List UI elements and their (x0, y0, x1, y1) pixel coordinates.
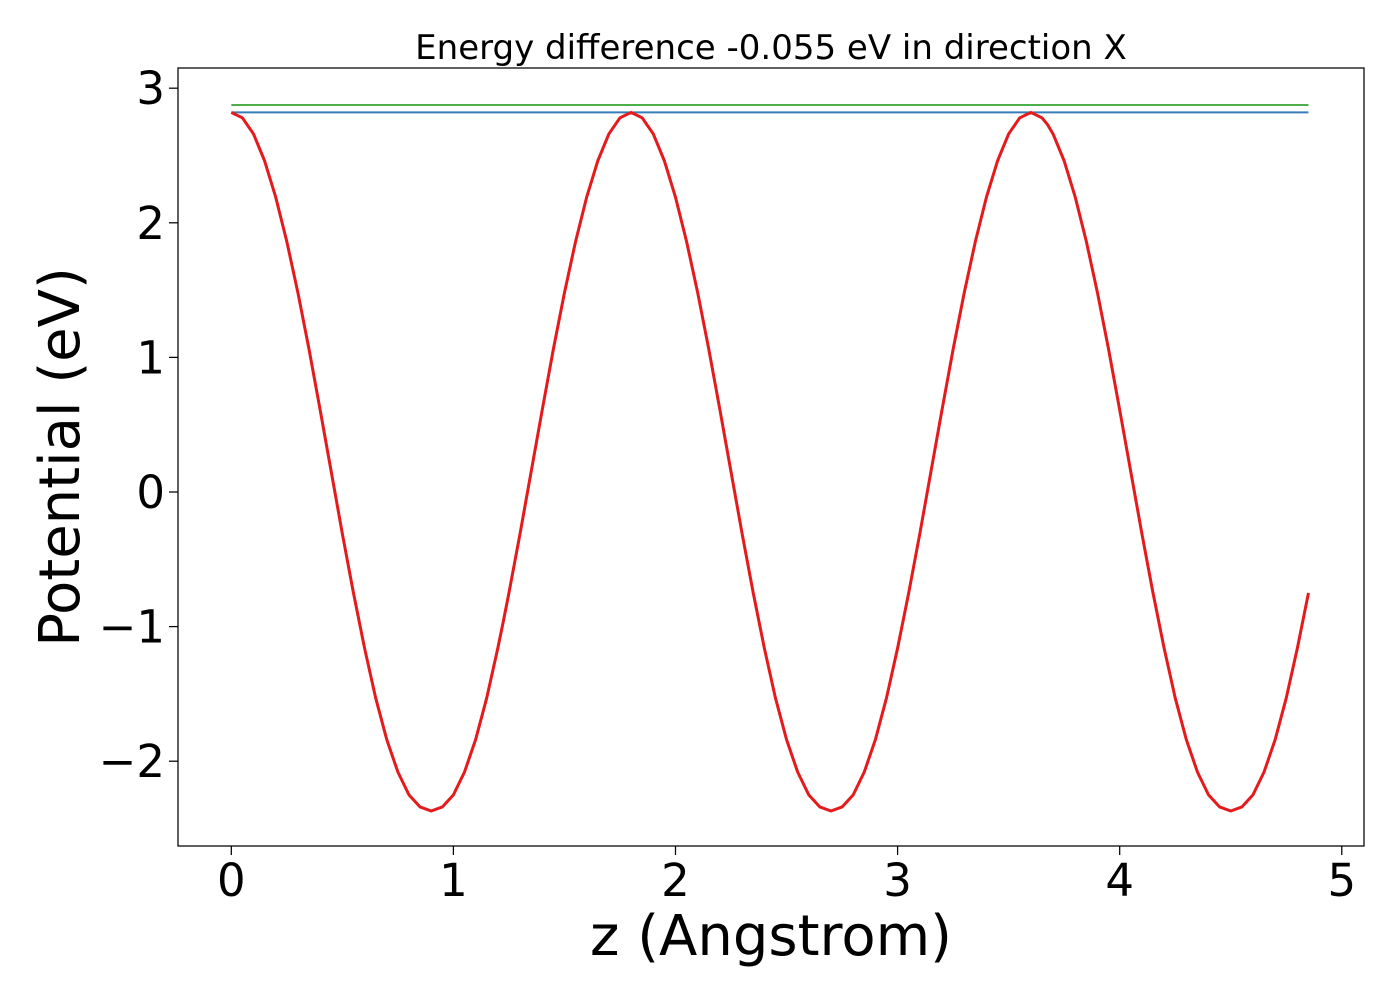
x-tick-label: 4 (1105, 854, 1134, 907)
x-axis-label: z (Angstrom) (590, 904, 952, 969)
chart-title: Energy difference -0.055 eV in direction… (415, 28, 1127, 68)
axis-ticks: 0 1 2 3 4 5 −2 −1 0 1 2 3 (99, 62, 1356, 907)
y-tick-label: 2 (136, 197, 165, 250)
x-tick-label: 2 (661, 854, 690, 907)
y-tick-label: 3 (136, 62, 165, 115)
y-tick-label: −2 (99, 735, 165, 788)
plot-marks (230, 104, 1310, 813)
x-tick-label: 1 (439, 854, 468, 907)
y-tick-label: 1 (136, 331, 165, 384)
x-tick-label: 0 (217, 854, 246, 907)
series-line-potential (230, 110, 1310, 813)
y-tick-label: 0 (136, 466, 165, 519)
y-axis-label: Potential (eV) (28, 267, 93, 647)
x-tick-label: 5 (1327, 854, 1356, 907)
x-tick-label: 3 (883, 854, 912, 907)
y-tick-label: −1 (99, 601, 165, 654)
plot-frame (177, 67, 1365, 847)
